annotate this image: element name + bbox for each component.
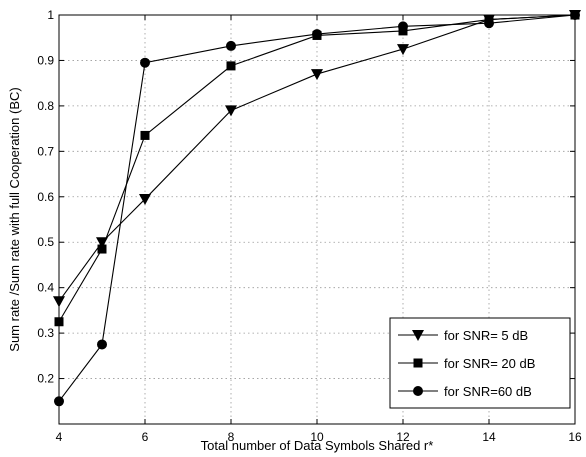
x-tick-label: 10 bbox=[310, 430, 324, 444]
x-tick-label: 16 bbox=[568, 430, 582, 444]
square-marker bbox=[97, 244, 107, 254]
triangle-down-marker bbox=[139, 194, 151, 206]
y-tick-label: 0.3 bbox=[37, 326, 54, 340]
circle-marker bbox=[484, 18, 494, 29]
triangle-down-marker bbox=[397, 44, 409, 56]
triangle-down-marker bbox=[412, 330, 424, 341]
circle-marker bbox=[413, 386, 423, 396]
x-axis-label: Total number of Data Symbols Shared r* bbox=[201, 438, 434, 453]
series-line bbox=[58, 14, 576, 302]
circle-marker bbox=[398, 21, 408, 32]
legend-label: for SNR= 5 dB bbox=[444, 328, 528, 343]
x-tick-label: 6 bbox=[142, 430, 149, 444]
x-tick-label: 4 bbox=[56, 430, 63, 444]
square-marker bbox=[226, 61, 236, 71]
y-tick-label: 0.6 bbox=[37, 190, 54, 204]
y-tick-label: 1 bbox=[47, 8, 54, 22]
series-layer bbox=[53, 10, 581, 407]
y-tick-label: 0.5 bbox=[37, 235, 54, 249]
y-tick-label: 0.9 bbox=[37, 53, 54, 67]
series-triangle-down bbox=[53, 10, 581, 308]
x-tick-label: 12 bbox=[396, 430, 410, 444]
legend-label: for SNR= 20 dB bbox=[444, 356, 535, 371]
y-axis-label: Sum rate /Sum rate with full Cooperation… bbox=[7, 87, 22, 351]
axis-ticks: 4 6 8 10 12 14 16 0.2 0.3 0.4 0.5 0.6 0.7 0.8 0.9 1 bbox=[37, 8, 582, 444]
y-tick-label: 0.7 bbox=[37, 144, 54, 158]
series-line bbox=[58, 14, 576, 323]
y-tick-label: 0.2 bbox=[37, 372, 54, 386]
circle-marker bbox=[226, 40, 236, 51]
legend-label: for SNR=60 dB bbox=[444, 384, 532, 399]
square-marker bbox=[140, 130, 150, 140]
x-tick-label: 8 bbox=[228, 430, 235, 444]
series-circle bbox=[54, 10, 580, 407]
circle-marker bbox=[140, 57, 150, 68]
x-tick-label: 14 bbox=[482, 430, 496, 444]
y-tick-label: 0.8 bbox=[37, 99, 54, 113]
triangle-down-marker bbox=[225, 105, 237, 117]
circle-marker bbox=[312, 29, 322, 40]
square-marker bbox=[413, 358, 423, 368]
y-tick-label: 0.4 bbox=[37, 281, 54, 295]
triangle-down-marker bbox=[311, 69, 323, 81]
legend: for SNR= 5 dB for SNR= 20 dB for SNR=60 dB bbox=[389, 317, 571, 409]
circle-marker bbox=[97, 339, 107, 350]
series-line bbox=[58, 14, 576, 402]
